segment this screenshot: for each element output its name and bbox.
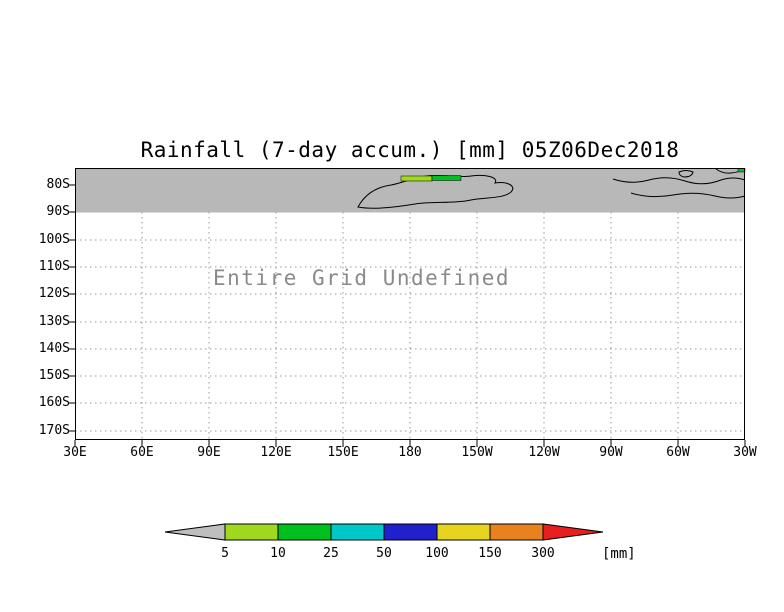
- colorbar-segment: [224, 523, 279, 541]
- axis-ticks: [68, 184, 746, 447]
- colorbar-tick-label: 300: [531, 546, 555, 561]
- rain-patch-green: [431, 175, 462, 181]
- x-tick-label: 60W: [666, 445, 690, 460]
- colorbar-tick-label: 50: [376, 546, 392, 561]
- colorbar-tick-label: 25: [323, 546, 339, 561]
- y-tick-label: 160S: [38, 395, 70, 410]
- y-tick-label: 140S: [38, 341, 70, 356]
- y-tick-label: 110S: [38, 259, 70, 274]
- colorbar: [164, 523, 604, 541]
- colorbar-arrow-right: [542, 523, 604, 541]
- x-tick-label: 30E: [63, 445, 87, 460]
- colorbar-arrow-left: [164, 523, 226, 541]
- colorbar-segment: [383, 523, 438, 541]
- coastline-outlines: [357, 168, 746, 209]
- colorbar-tick-label: 10: [270, 546, 286, 561]
- x-tick-label: 90W: [599, 445, 623, 460]
- colorbar-segment: [330, 523, 385, 541]
- x-tick-label: 180: [398, 445, 422, 460]
- x-tick-label: 120E: [260, 445, 292, 460]
- colorbar-segment: [277, 523, 332, 541]
- y-tick-label: 80S: [46, 177, 70, 192]
- colorbar-tick-label: 100: [425, 546, 449, 561]
- x-tick-label: 150W: [461, 445, 493, 460]
- colorbar-segment: [489, 523, 544, 541]
- map-plot: [68, 168, 746, 447]
- grid-undefined-text: Entire Grid Undefined: [213, 266, 511, 290]
- x-tick-label: 30W: [733, 445, 757, 460]
- x-tick-label: 60E: [130, 445, 154, 460]
- rain-patches: [400, 168, 746, 182]
- y-tick-label: 120S: [38, 286, 70, 301]
- y-tick-label: 100S: [38, 232, 70, 247]
- colorbar-segment: [436, 523, 491, 541]
- y-tick-label: 130S: [38, 314, 70, 329]
- plot-title: Rainfall (7-day accum.) [mm] 05Z06Dec201…: [140, 138, 680, 162]
- rain-patch-corner: [737, 168, 746, 173]
- y-tick-label: 170S: [38, 423, 70, 438]
- colorbar-tick-label: 5: [221, 546, 229, 561]
- y-tick-label: 150S: [38, 368, 70, 383]
- x-tick-label: 150E: [327, 445, 359, 460]
- x-tick-label: 90E: [197, 445, 221, 460]
- plot-border: [75, 168, 745, 440]
- colorbar-unit-label: [mm]: [602, 546, 636, 562]
- rain-patch-light: [400, 175, 433, 182]
- grid-lines: [75, 212, 745, 440]
- undefined-band: [76, 169, 744, 213]
- colorbar-tick-label: 150: [478, 546, 502, 561]
- x-tick-label: 120W: [528, 445, 560, 460]
- y-tick-label: 90S: [46, 204, 70, 219]
